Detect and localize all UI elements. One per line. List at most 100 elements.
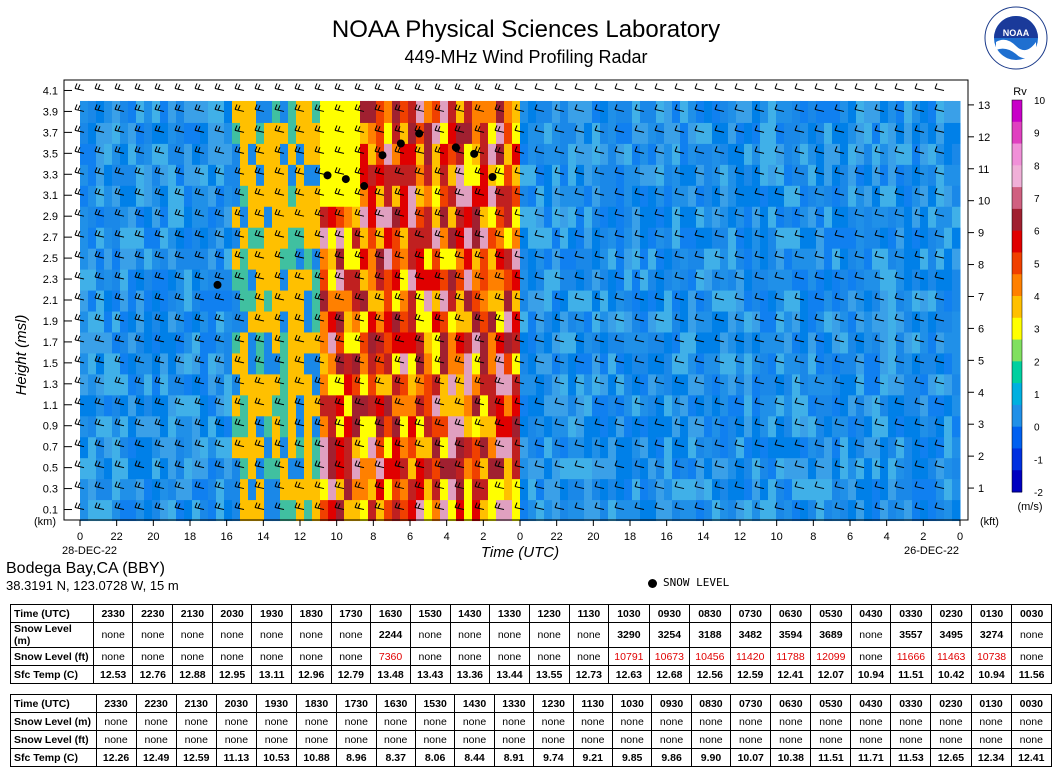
- heatmap-cell: [808, 499, 817, 522]
- heatmap-cell: [728, 289, 737, 312]
- heatmap-cell: [288, 394, 297, 417]
- table-cell: 9.85: [611, 748, 653, 767]
- heatmap-cell: [552, 499, 561, 522]
- heatmap-cell: [456, 142, 465, 165]
- wind-barb: [254, 376, 265, 385]
- wind-barb: [794, 334, 805, 343]
- heatmap-cell: [680, 268, 689, 291]
- heatmap-cell: [280, 331, 289, 354]
- heatmap-cell: [488, 121, 497, 144]
- heatmap-cell: [416, 184, 425, 207]
- heatmap-cell: [488, 100, 497, 123]
- wind-barb: [234, 229, 245, 238]
- wind-barb: [514, 460, 525, 469]
- heatmap-cell: [616, 205, 625, 228]
- heatmap-cell: [96, 373, 105, 396]
- heatmap-cell: [160, 310, 169, 333]
- wind-barb: [414, 502, 425, 511]
- heatmap-cell: [608, 163, 617, 186]
- wind-barb: [174, 292, 185, 301]
- colorbar-tick-label: 0: [1034, 423, 1040, 434]
- heatmap-cell: [776, 331, 785, 354]
- heatmap-cell: [352, 289, 361, 312]
- heatmap-cell: [416, 268, 425, 291]
- heatmap-cell: [696, 205, 705, 228]
- wind-barb: [334, 460, 345, 469]
- wind-barb: [854, 146, 865, 154]
- heatmap-cell: [768, 289, 777, 312]
- heatmap-cell: [264, 373, 273, 396]
- heatmap-cell: [784, 121, 793, 144]
- heatmap-cell: [944, 478, 953, 501]
- wind-barb: [754, 209, 765, 217]
- heatmap-cell: [848, 100, 857, 123]
- wind-barb: [434, 250, 445, 259]
- heatmap-cell: [96, 352, 105, 375]
- wind-barb: [194, 271, 205, 280]
- heatmap-cell: [664, 289, 673, 312]
- heatmap-cell: [376, 457, 385, 480]
- heatmap-cell: [552, 226, 561, 249]
- heatmap-cell: [712, 415, 721, 438]
- heatmap-cell: [136, 142, 145, 165]
- wind-barb: [714, 271, 725, 280]
- y-right-tick-label: 11: [978, 164, 989, 176]
- heatmap-cell: [624, 247, 633, 270]
- heatmap-cell: [216, 121, 225, 144]
- heatmap-cell: [904, 268, 913, 291]
- heatmap-cell: [672, 121, 681, 144]
- heatmap-cell: [464, 205, 473, 228]
- heatmap-cell: [728, 100, 737, 123]
- heatmap-cell: [432, 352, 441, 375]
- heatmap-cell: [832, 373, 841, 396]
- wind-barb: [354, 188, 365, 196]
- wind-barb: [534, 481, 545, 490]
- heatmap-cell: [144, 184, 153, 207]
- wind-barb: [614, 481, 625, 490]
- heatmap-cell: [280, 142, 289, 165]
- wind-barb: [614, 229, 625, 238]
- wind-barb: [874, 146, 885, 154]
- heatmap-cell: [400, 478, 409, 501]
- wind-barb: [894, 125, 905, 133]
- wind-barb: [874, 83, 885, 91]
- heatmap-cell: [288, 142, 297, 165]
- heatmap-cell: [904, 478, 913, 501]
- heatmap-cell: [480, 100, 489, 123]
- heatmap-cell: [424, 268, 433, 291]
- heatmap-cell: [160, 142, 169, 165]
- table-cell: none: [290, 622, 332, 648]
- heatmap-cell: [528, 268, 537, 291]
- heatmap-cell: [384, 331, 393, 354]
- heatmap-cell: [512, 226, 521, 249]
- wind-barb: [894, 355, 905, 364]
- wind-barb: [294, 271, 305, 280]
- heatmap-cell: [320, 352, 329, 375]
- heatmap-cell: [800, 247, 809, 270]
- wind-barb: [94, 460, 105, 469]
- wind-barb: [894, 418, 905, 427]
- heatmap-cell: [704, 100, 713, 123]
- heatmap-cell: [888, 499, 897, 522]
- table-cell: none: [295, 730, 338, 749]
- wind-barb: [554, 104, 565, 112]
- heatmap-cell: [720, 226, 729, 249]
- table-cell: none: [211, 647, 253, 666]
- table-cell: 0630: [769, 604, 812, 623]
- table-cell: 2244: [370, 622, 411, 648]
- heatmap-cell: [792, 226, 801, 249]
- heatmap-cell: [920, 373, 929, 396]
- heatmap-cell: [912, 268, 921, 291]
- heatmap-cell: [312, 352, 321, 375]
- heatmap-cell: [920, 289, 929, 312]
- heatmap-cell: [184, 373, 193, 396]
- table-cell: none: [172, 622, 213, 648]
- heatmap-cell: [368, 499, 377, 522]
- heatmap-cell: [352, 352, 361, 375]
- y-tick-label: 0.1: [43, 505, 58, 517]
- heatmap-cell: [360, 478, 369, 501]
- heatmap-cell: [816, 352, 825, 375]
- wind-barb: [854, 460, 865, 469]
- wind-barb: [754, 460, 765, 469]
- wind-barb: [534, 439, 545, 448]
